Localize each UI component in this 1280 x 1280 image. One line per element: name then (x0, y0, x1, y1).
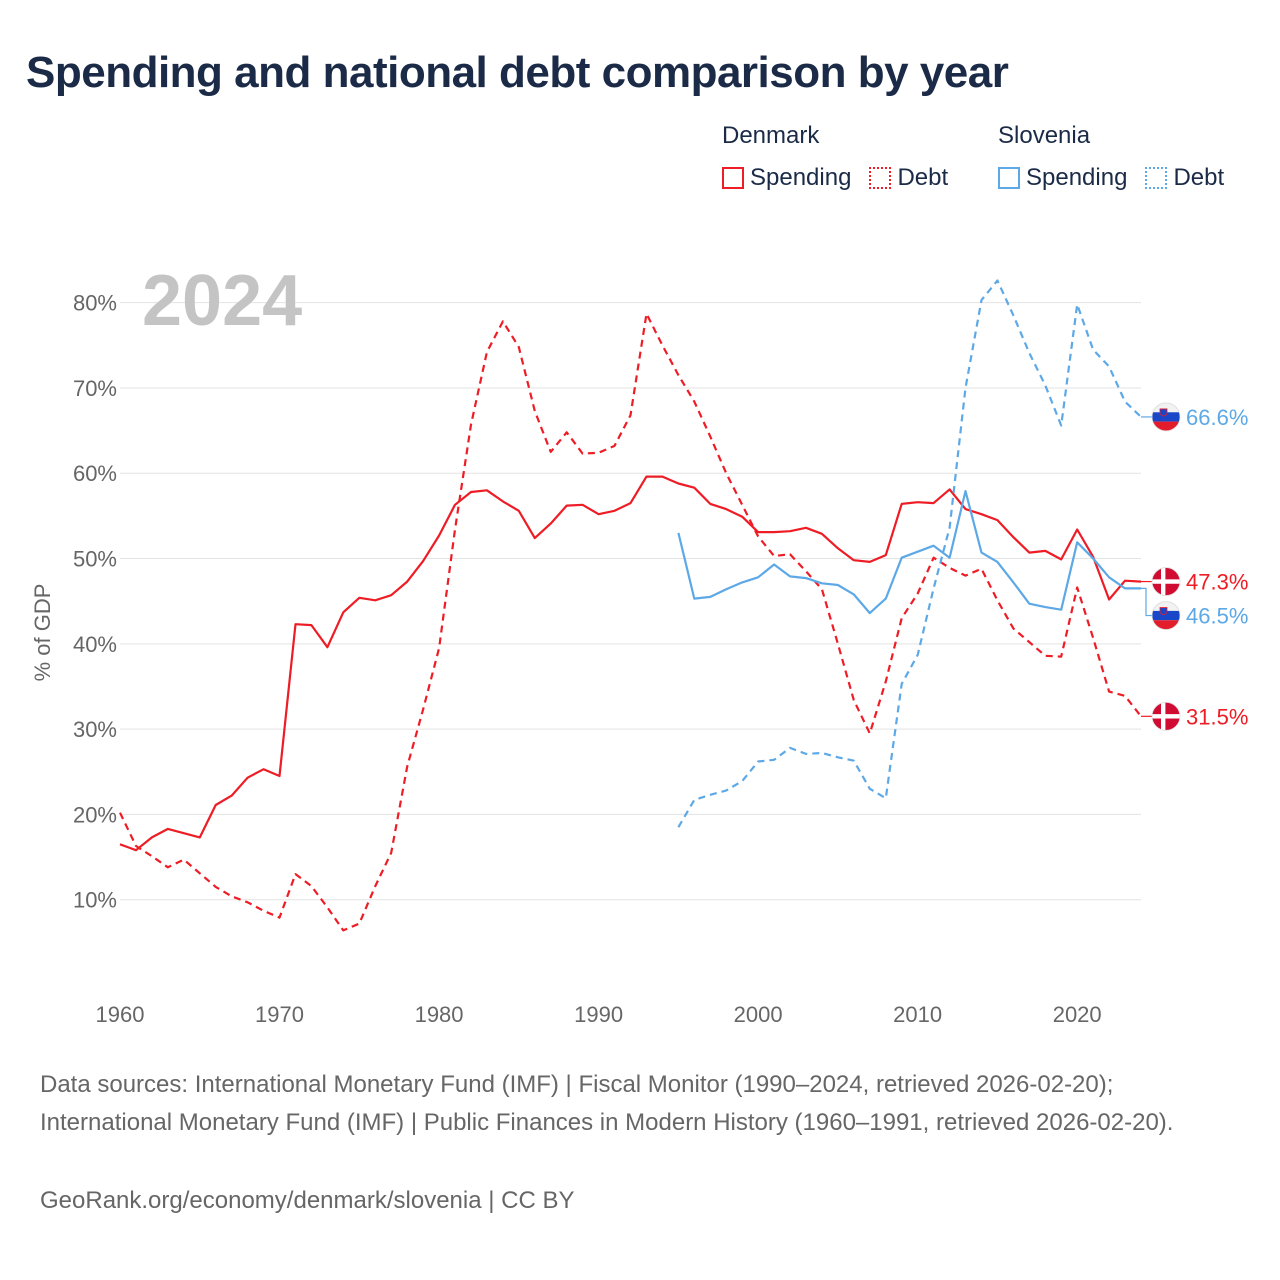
end-label-slovenia-debt: 66.6% (1186, 405, 1248, 430)
legend-slovenia-spending-label: Spending (1026, 164, 1128, 191)
x-tick-label: 2020 (1053, 1002, 1102, 1027)
series-line-slovenia-spending (677, 490, 1141, 615)
dotted-line-swatch-icon (1145, 167, 1168, 189)
flag-outline (1151, 567, 1181, 596)
y-tick-label: 80% (73, 291, 117, 316)
series-line-slovenia-debt (677, 279, 1142, 828)
slovenia-flag-icon (1152, 402, 1180, 431)
legend-slovenia-debt-label: Debt (1173, 164, 1225, 191)
y-axis-title: % of GDP (30, 584, 55, 682)
y-tick-label: 10% (73, 888, 117, 913)
x-tick-label: 1980 (415, 1002, 464, 1027)
y-tick-label: 60% (73, 461, 117, 486)
legend-denmark-debt[interactable]: Debt (869, 164, 948, 192)
source-url[interactable]: GeoRank.org/economy/denmark/slovenia | C… (40, 1187, 575, 1214)
end-label-denmark-spending: 47.3% (1186, 570, 1248, 595)
legend-denmark-debt-label: Debt (897, 164, 949, 191)
x-tick-label: 1970 (255, 1002, 304, 1027)
y-tick-label: 50% (73, 547, 117, 572)
label-connector (1141, 587, 1152, 617)
dotted-line-swatch-icon (869, 167, 892, 189)
series-line-denmark-debt (119, 312, 1142, 932)
denmark-flag-icon (1152, 702, 1180, 731)
solid-line-swatch-icon (722, 167, 744, 189)
series-line-denmark-spending (119, 475, 1142, 852)
x-tick-label: 1990 (574, 1002, 623, 1027)
y-tick-label: 30% (73, 717, 117, 742)
y-tick-label: 20% (73, 802, 117, 827)
legend-slovenia-title: Slovenia (998, 122, 1091, 149)
x-tick-label: 1960 (96, 1002, 145, 1027)
end-label-slovenia-spending: 46.5% (1186, 604, 1248, 629)
solid-line-swatch-icon (998, 167, 1020, 189)
x-tick-label: 2000 (734, 1002, 783, 1027)
legend-denmark-spending[interactable]: Spending (722, 164, 851, 192)
source-note: Data sources: International Monetary Fun… (40, 1071, 1174, 1136)
legend-slovenia: Slovenia Spending Debt (998, 122, 1242, 192)
legend-denmark-spending-label: Spending (750, 164, 852, 191)
legend-denmark: Denmark Spending Debt (722, 122, 966, 192)
y-tick-label: 40% (73, 632, 117, 657)
slovenia-flag-icon (1152, 601, 1180, 630)
end-label-denmark-debt: 31.5% (1186, 704, 1248, 729)
line-chart: 10% 20% 30% 40% 50% 60% 70% 80% 1960 1970 1980 1990… (30, 261, 1248, 1027)
x-tick-label: 2010 (893, 1002, 942, 1027)
legend-denmark-title: Denmark (722, 122, 820, 149)
legend-slovenia-debt[interactable]: Debt (1145, 164, 1224, 192)
denmark-flag-icon (1152, 567, 1180, 596)
y-tick-label: 70% (73, 376, 117, 401)
legend-slovenia-spending[interactable]: Spending (998, 164, 1127, 192)
flag-outline (1151, 402, 1181, 432)
year-watermark: 2024 (142, 261, 302, 341)
flag-outline (1151, 701, 1181, 731)
flag-outline (1151, 601, 1181, 630)
chart-title: Spending and national debt comparison by… (26, 48, 1009, 97)
